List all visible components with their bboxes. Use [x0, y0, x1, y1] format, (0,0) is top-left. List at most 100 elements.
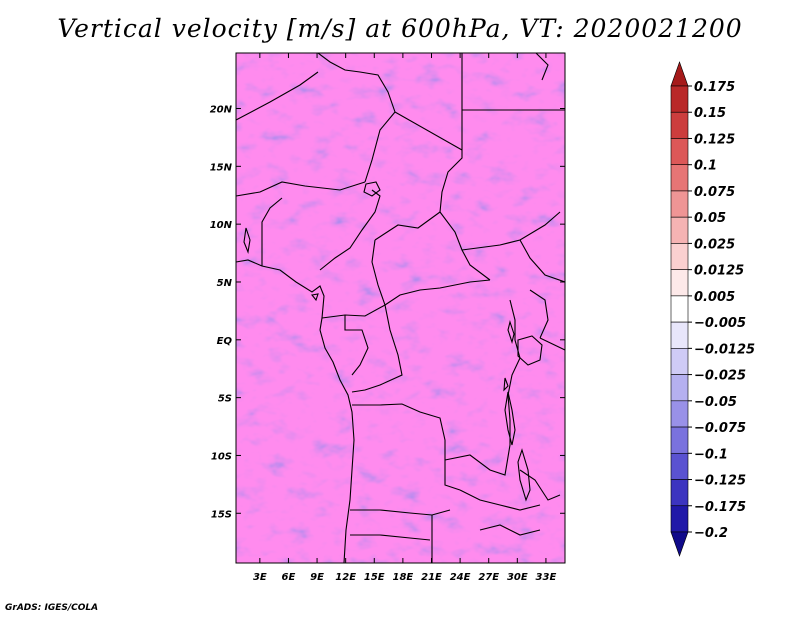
border-south-sudan-ethiopia [519, 239, 565, 283]
x-tick-label: 3E [253, 572, 267, 583]
colorbar-swatch [670, 426, 689, 454]
y-tick-label: 10N [210, 220, 233, 231]
colorbar-label: −0.0125 [694, 342, 755, 357]
border-benin-nigeria [261, 197, 283, 266]
colorbar: 0.175 0.15 0.125 0.1 0.075 0.05 0.025 0.0125 0.0… [670, 61, 755, 557]
lake-albert [507, 320, 515, 344]
colorbar-label: 0.025 [694, 237, 735, 252]
colorbar-label: 0.005 [694, 290, 735, 305]
colorbar-swatch [670, 190, 689, 218]
lake-victoria [517, 335, 543, 366]
y-tick-label: 15N [210, 162, 233, 173]
colorbar-label: −0.025 [694, 369, 746, 384]
colorbar-swatch [670, 374, 689, 402]
colorbar-swatch [670, 295, 689, 323]
map-frame [235, 52, 566, 564]
x-tick-label: 6E [282, 572, 296, 583]
border-chad-libya [394, 111, 463, 151]
x-tick-label: 30E [507, 572, 528, 583]
colorbar-swatch [670, 452, 689, 480]
bioko-island [310, 293, 319, 302]
x-tick-label: 21E [421, 572, 442, 583]
lake-volta [243, 227, 251, 255]
colorbar-swatch [670, 216, 689, 244]
lake-tanganyika [504, 391, 516, 446]
border-tanzania [539, 337, 565, 351]
x-tick-label: 15E [364, 572, 385, 583]
x-tick-label: 18E [393, 572, 414, 583]
lake-chad [363, 181, 381, 197]
colorbar-label: 0.05 [694, 211, 726, 226]
red-sea-coast [535, 53, 549, 81]
x-tick-label: 27E [478, 572, 499, 583]
colorbar-label: −0.175 [694, 500, 746, 515]
colorbar-swatch [670, 269, 689, 297]
colorbar-label: −0.005 [694, 316, 746, 331]
lake-kivu [503, 377, 509, 392]
colorbar-swatch [670, 164, 689, 192]
colorbar-label: 0.175 [694, 80, 735, 95]
border-angola-zambia [444, 460, 461, 491]
y-tick-label: 20N [210, 105, 233, 116]
colorbar-swatch [670, 321, 689, 349]
colorbar-label: −0.05 [694, 395, 737, 410]
border-cameroon-gabon [321, 304, 386, 319]
border-nigeria-cameroon [319, 189, 381, 271]
border-drc-rwanda [507, 357, 521, 421]
x-tick-label: 24E [450, 572, 471, 583]
colorbar-label: −0.075 [694, 421, 746, 436]
colorbar-label: −0.1 [694, 447, 728, 462]
border-mozambique [519, 469, 561, 501]
map-panel: 3E 6E 9E 12E 15E 18E 21E 24E 27E 30E 33E 20N 15N 10N… [210, 52, 566, 583]
y-tick-label: 15S [211, 509, 232, 520]
border-niger-north [236, 71, 319, 121]
colorbar-swatch [670, 138, 689, 166]
colorbar-label: 0.075 [694, 185, 735, 200]
border-uganda-kenya [529, 289, 549, 339]
country-borders [236, 53, 565, 563]
colorbar-swatch [670, 400, 689, 428]
x-tick-label: 9E [310, 572, 324, 583]
colorbar-label: 0.125 [694, 132, 735, 147]
lake-malawi [517, 448, 531, 502]
x-axis-ticks: 3E 6E 9E 12E 15E 18E 21E 24E 27E 30E 33E [253, 53, 557, 583]
colorbar-label: −0.2 [694, 526, 728, 541]
grads-credit: GrADS: IGES/COLA [5, 603, 99, 613]
colorbar-swatch [670, 243, 689, 270]
y-tick-label: 10S [211, 451, 232, 462]
border-namibia-coast [350, 534, 431, 541]
colorbar-swatch [670, 531, 689, 557]
y-tick-label: 5S [218, 394, 232, 405]
border-chad-car [374, 211, 441, 241]
colorbar-label: 0.0125 [694, 264, 744, 279]
x-tick-label: 33E [536, 572, 557, 583]
velocity-field [236, 53, 565, 563]
border-drc-angola [352, 403, 446, 460]
colorbar-label: −0.125 [694, 474, 746, 489]
y-tick-label: 5N [217, 278, 233, 289]
coastline-atlantic [319, 329, 355, 563]
colorbar-swatch [670, 85, 689, 113]
colorbar-label: 0.1 [694, 159, 717, 174]
colorbar-swatch [670, 505, 689, 533]
border-angola-namibia [350, 509, 451, 516]
border-car-cameroon [371, 239, 386, 306]
border-zimbabwe [479, 524, 541, 536]
border-car-drc [384, 279, 491, 306]
border-sudan-chad [439, 110, 463, 213]
colorbar-swatch [670, 111, 689, 139]
border-algeria-libya [317, 53, 396, 113]
border-gabon-congo [344, 315, 369, 376]
x-tick-label: 12E [335, 572, 356, 583]
chart-title: Vertical velocity [m/s] at 600hPa, VT: 2… [57, 14, 743, 43]
border-congo-drc [351, 304, 403, 393]
colorbar-label: 0.15 [694, 106, 726, 121]
coastline-west-africa [236, 259, 325, 331]
colorbar-swatch [670, 479, 689, 507]
border-niger-nigeria [236, 181, 366, 197]
y-axis-ticks: 20N 15N 10N 5N EQ 5S 10S 15S [210, 105, 565, 520]
y-tick-label: EQ [217, 336, 233, 347]
colorbar-swatch [670, 348, 689, 375]
border-drc-zambia [444, 420, 511, 476]
colorbar-swatch [670, 61, 689, 87]
